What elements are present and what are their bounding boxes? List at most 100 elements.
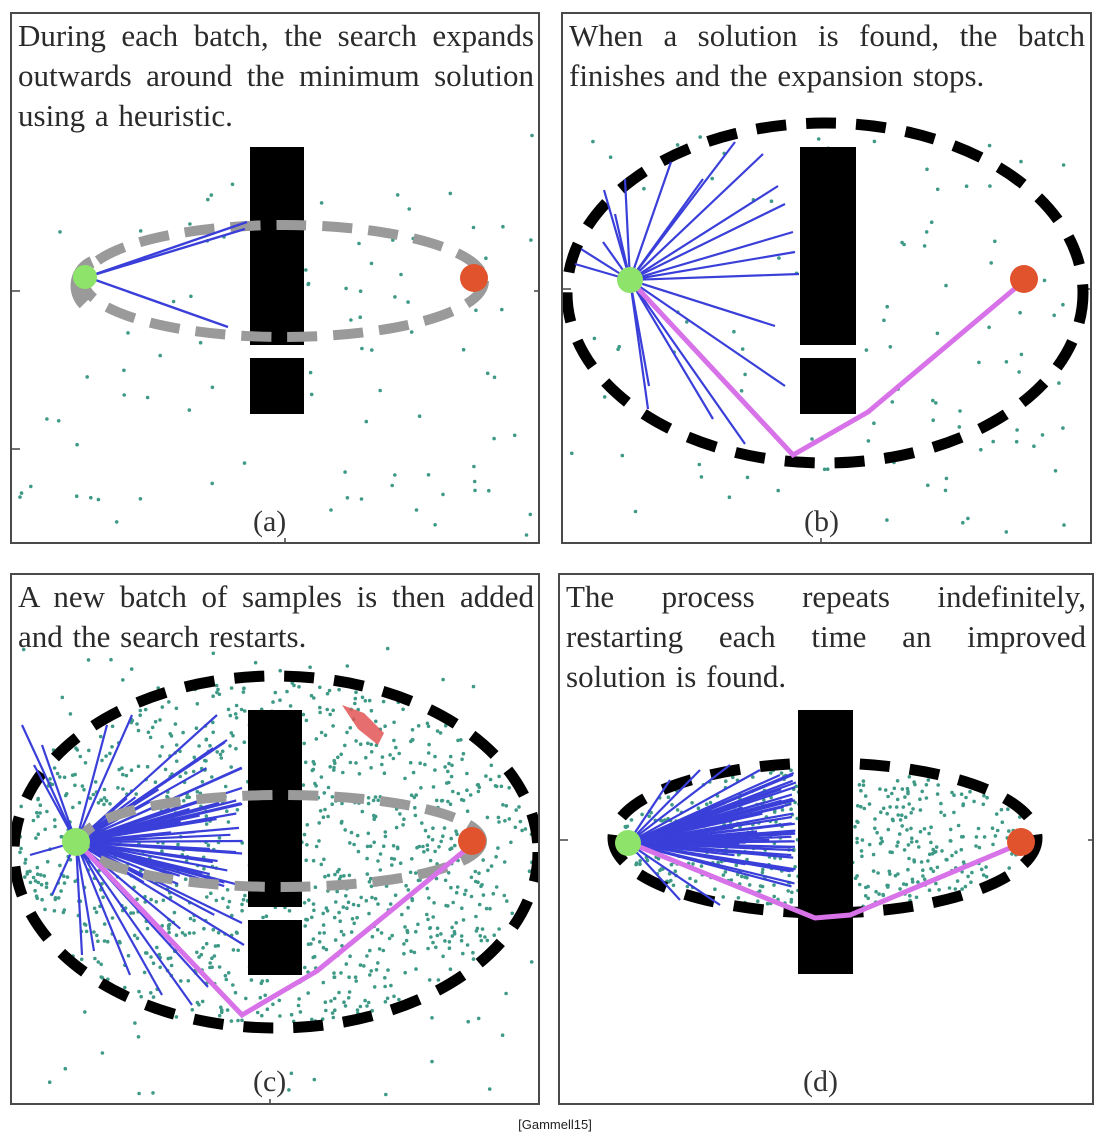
sample-point — [432, 901, 436, 905]
informed-ellipse — [563, 117, 1089, 469]
sample-point — [881, 806, 886, 811]
sample-point — [358, 289, 363, 294]
sample-point — [367, 698, 372, 703]
tree-edge — [75, 840, 228, 872]
sample-point — [397, 751, 402, 756]
sample-point — [374, 968, 379, 972]
sample-point — [959, 835, 964, 839]
sample-point — [326, 785, 331, 790]
sample-point — [310, 1017, 314, 1022]
sample-point — [205, 895, 209, 899]
sample-point — [158, 965, 162, 970]
sample-point — [485, 815, 490, 820]
sample-point — [943, 488, 948, 493]
sample-point — [974, 844, 978, 848]
solution-path — [76, 841, 476, 1019]
sample-point — [873, 826, 877, 831]
sample-point — [859, 804, 863, 809]
sample-point — [958, 409, 962, 413]
sample-point — [406, 905, 410, 910]
sample-point — [324, 947, 329, 952]
sample-point — [211, 720, 215, 725]
sample-point — [459, 797, 464, 802]
sample-point — [370, 1008, 375, 1013]
sample-point — [174, 759, 179, 763]
sample-point — [491, 891, 496, 896]
sample-point — [358, 742, 363, 746]
sample-point — [354, 690, 358, 695]
sample-point — [982, 835, 987, 839]
sample-point — [122, 393, 126, 397]
sample-point — [485, 938, 490, 943]
sample-point — [727, 495, 732, 500]
sample-point — [121, 787, 125, 791]
sample-point — [211, 694, 215, 698]
sample-point — [935, 331, 940, 336]
tree-edge — [627, 842, 721, 906]
sample-point — [343, 1004, 348, 1008]
sample-point — [760, 870, 765, 875]
sample-point — [924, 796, 929, 800]
sample-point — [83, 761, 88, 765]
sample-point — [459, 938, 464, 943]
sample-point — [988, 184, 992, 188]
sample-point — [443, 723, 448, 728]
sample-point — [323, 733, 328, 737]
sample-point — [372, 813, 376, 818]
sample-point — [999, 807, 1004, 812]
sample-point — [306, 942, 311, 946]
sample-point — [225, 809, 229, 813]
sample-point — [158, 718, 162, 722]
tree-edge — [627, 769, 761, 844]
sample-point — [898, 818, 903, 822]
sample-point — [688, 876, 692, 881]
sample-point — [249, 978, 254, 982]
sample-point — [325, 691, 330, 696]
sample-point — [387, 936, 392, 941]
sample-point — [223, 784, 228, 789]
sample-point — [154, 900, 159, 904]
sample-point — [994, 812, 999, 816]
sample-point — [354, 761, 358, 765]
panel-description: When a solution is found, the batch fini… — [569, 18, 1085, 93]
sample-point — [352, 842, 356, 847]
sample-point — [353, 696, 358, 701]
sample-point — [309, 392, 314, 397]
sample-point — [867, 802, 872, 806]
sample-point — [324, 906, 329, 910]
sample-point — [331, 1015, 336, 1020]
sample-point — [443, 878, 448, 883]
sample-point — [138, 713, 142, 717]
sample-point — [373, 896, 378, 901]
sample-point — [306, 991, 311, 995]
sample-point — [935, 187, 940, 192]
sample-point — [312, 696, 316, 700]
sample-point — [99, 798, 103, 802]
sample-point — [927, 852, 932, 857]
sample-point — [410, 857, 414, 861]
sample-point — [337, 990, 341, 995]
sample-points — [18, 133, 534, 537]
sample-point — [312, 1077, 317, 1082]
obstacle — [250, 358, 304, 414]
sample-point — [414, 967, 418, 971]
sample-point — [314, 737, 319, 741]
sample-point — [380, 755, 385, 759]
sample-point — [102, 922, 107, 926]
sample-point — [59, 834, 64, 839]
sample-point — [277, 998, 282, 1003]
sample-point — [264, 914, 269, 918]
tree-edge — [627, 812, 794, 845]
sample-point — [499, 784, 504, 789]
sample-point — [330, 1011, 335, 1015]
sample-point — [242, 461, 247, 465]
sample-point — [502, 860, 507, 864]
sample-point — [900, 824, 904, 828]
sample-point — [426, 473, 431, 477]
sample-point — [311, 902, 316, 906]
tree-edge — [629, 272, 800, 282]
sample-point — [43, 827, 47, 832]
sample-point — [234, 703, 239, 708]
sample-point — [80, 784, 85, 788]
sample-point — [1007, 866, 1011, 870]
